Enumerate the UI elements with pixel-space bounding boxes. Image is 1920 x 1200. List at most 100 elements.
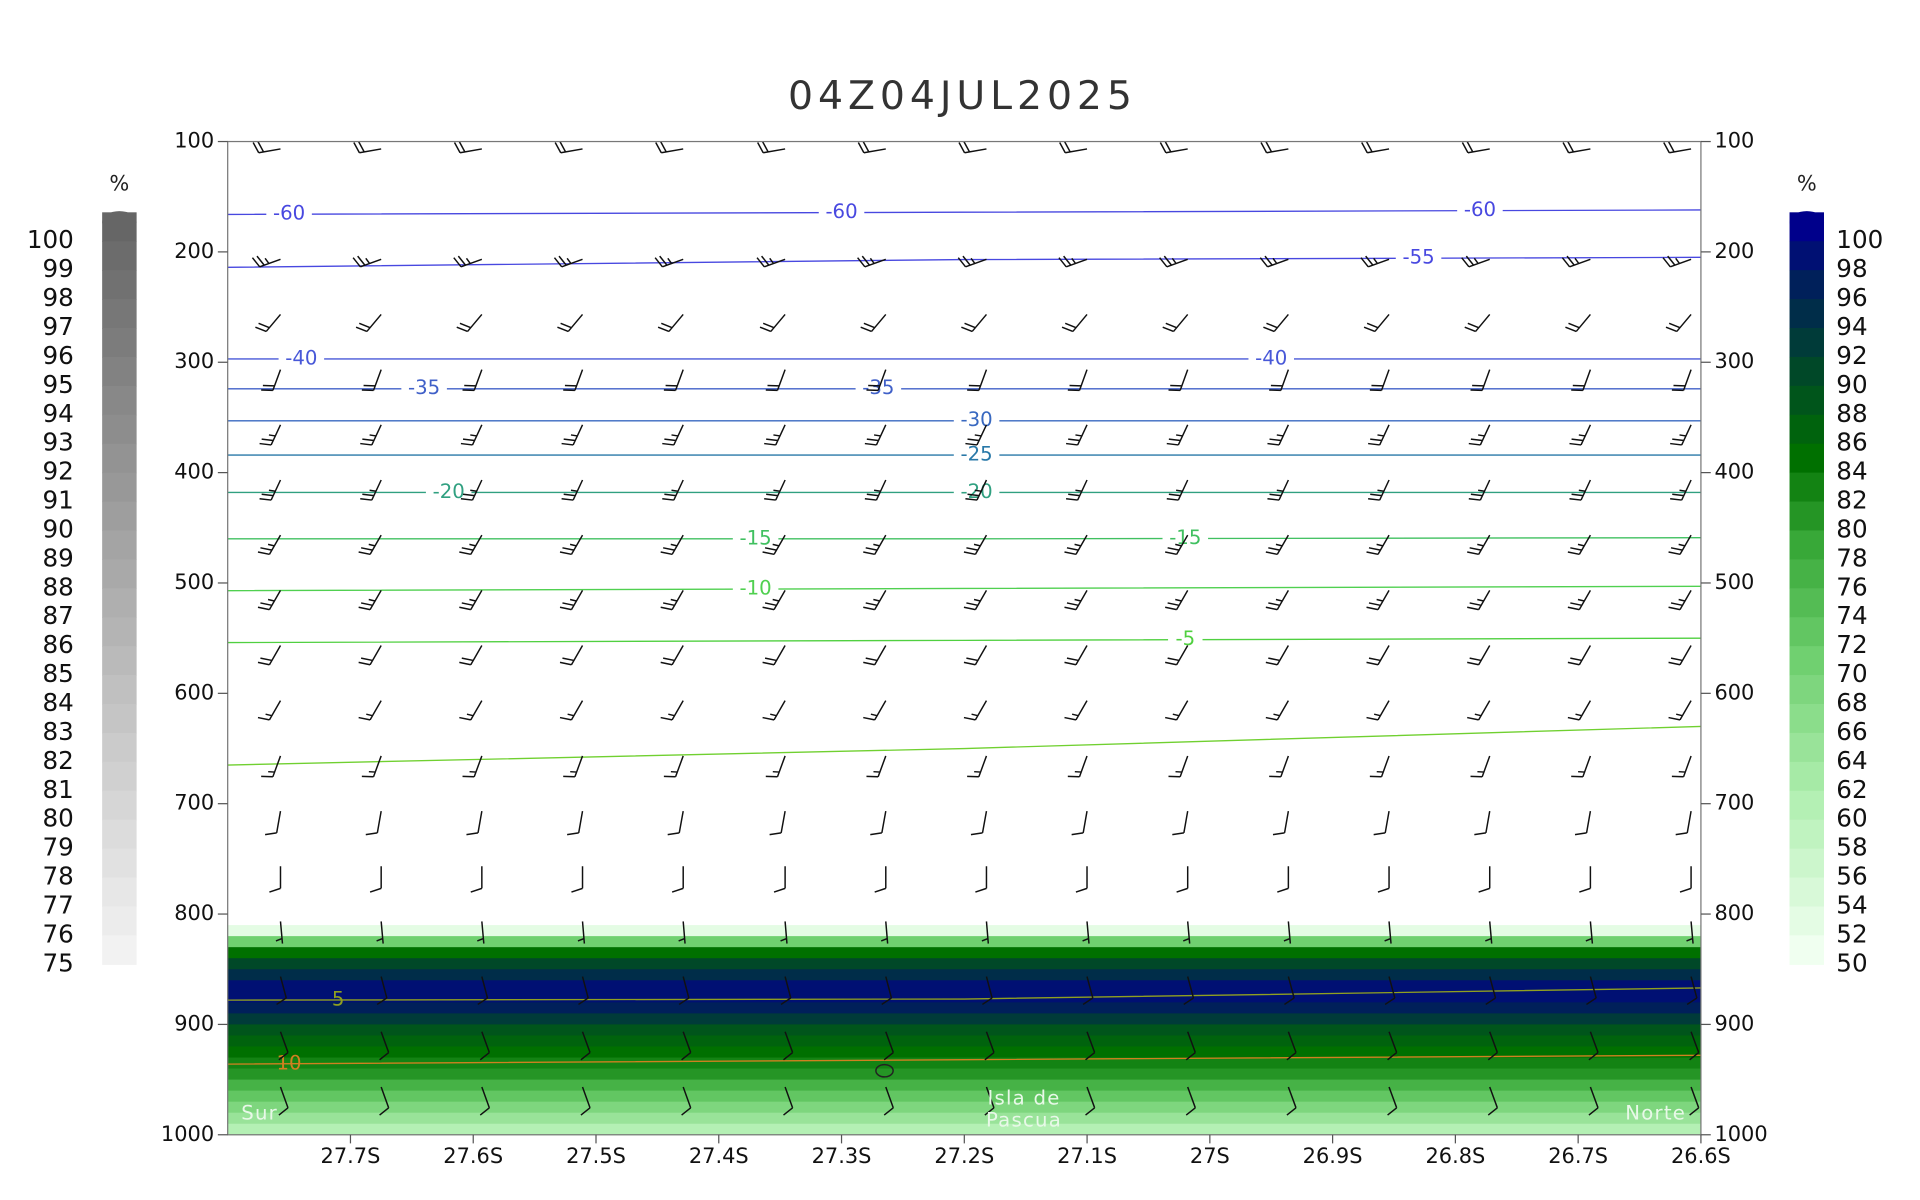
wind-barb [881, 976, 893, 1006]
colorbar-swatch [1789, 877, 1824, 908]
annotation: Sur [241, 1101, 278, 1124]
wind-barb [1369, 369, 1390, 392]
colorbar-swatch [1789, 906, 1824, 936]
x-tick-label: 26.6S [1671, 1144, 1731, 1168]
wind-barb [654, 255, 684, 268]
wind-barb [1165, 534, 1189, 556]
wind-barb [261, 369, 282, 392]
wind-barb [1487, 1031, 1499, 1061]
wind-barb [453, 255, 483, 268]
wind-barb [278, 1031, 289, 1061]
wind-barb [360, 479, 382, 501]
wind-barb [1387, 1086, 1398, 1116]
isotherm-label-bg [732, 579, 779, 599]
wind-barb [580, 1086, 591, 1116]
wind-barb [1064, 645, 1088, 666]
colorbar-label: 76 [43, 919, 74, 948]
wind-barb [379, 1086, 390, 1116]
wind-barb [773, 866, 786, 893]
wind-barb [1166, 424, 1189, 446]
humidity-band [227, 1013, 1701, 1026]
wind-barb [663, 755, 684, 778]
isotherm-label-bg [278, 349, 325, 369]
isotherm-label: -55 [1402, 246, 1434, 269]
wind-barb [462, 755, 483, 778]
wind-barb [1064, 700, 1088, 721]
wind-barb [1569, 479, 1592, 501]
y-tick-label: 300 [174, 349, 214, 373]
wind-barb [863, 534, 887, 556]
colorbar-swatch [102, 472, 137, 503]
humidity-band [227, 1123, 1701, 1136]
y-tick-label: 200 [174, 239, 214, 263]
isotherm-label: -60 [1464, 198, 1496, 221]
annotation: Pascua [986, 1109, 1062, 1132]
wind-barb [1467, 645, 1491, 666]
colorbar-swatch [102, 877, 137, 908]
x-tick-label: 26.7S [1548, 1144, 1608, 1168]
wind-barb [965, 424, 988, 446]
colorbar-swatch [1789, 299, 1824, 329]
wind-barb [863, 700, 887, 721]
wind-barb [1663, 141, 1692, 154]
wind-barb [1067, 755, 1088, 778]
wind-barb [563, 369, 584, 392]
colorbar-swatch [102, 443, 137, 474]
wind-barb [259, 479, 282, 501]
colorbar-swatch [102, 212, 137, 242]
isotherm [227, 209, 1701, 216]
y2-tick-label: 700 [1714, 791, 1754, 815]
colorbar-swatch [1789, 819, 1824, 850]
wind-barb [1082, 921, 1090, 944]
isotherm [227, 637, 1701, 644]
wind-barb [1166, 479, 1189, 501]
wind-barb [1185, 1086, 1197, 1116]
wind-barb [1260, 141, 1289, 154]
colorbar-label: 54 [1836, 890, 1867, 919]
wind-barb [662, 479, 684, 501]
colorbar-swatch [1789, 617, 1824, 647]
y2-tick-label: 1000 [1714, 1122, 1767, 1146]
colorbar-label: 74 [1836, 601, 1867, 630]
colorbar-swatch [1789, 761, 1824, 792]
wind-barb [963, 700, 988, 721]
colorbar-label: 58 [1836, 833, 1867, 862]
y2-tick-label: 900 [1714, 1011, 1754, 1035]
wind-barb [1366, 590, 1390, 611]
colorbar-label: 97 [43, 312, 74, 341]
wind-barb [1668, 534, 1692, 556]
isotherm-label: -40 [285, 346, 317, 369]
colorbar-label: 100 [27, 225, 74, 254]
wind-barb [657, 313, 684, 333]
colorbar-swatch [1789, 385, 1824, 416]
wind-barb [477, 921, 485, 944]
wind-barb [783, 1086, 794, 1116]
isotherm-label: -40 [1255, 346, 1287, 369]
wind-barb [1165, 590, 1189, 611]
wind-barb [857, 141, 886, 154]
wind-barb [1182, 921, 1191, 944]
colorbar-label: 98 [43, 283, 74, 312]
wind-barb [866, 369, 887, 392]
colorbar-swatch [102, 385, 137, 416]
colorbar-swatch [102, 617, 137, 647]
y-tick-label: 600 [174, 680, 214, 704]
wind-barb [1579, 866, 1592, 893]
colorbar-swatch [102, 530, 137, 560]
wind-barb [866, 755, 887, 778]
wind-barb [578, 976, 589, 1006]
colorbar-swatch [102, 761, 137, 792]
wind-barb [1265, 645, 1290, 666]
colorbar-swatch [1789, 270, 1824, 300]
wind-barb [967, 755, 988, 778]
x-tick-label: 26.8S [1425, 1144, 1485, 1168]
colorbar-swatch [1789, 588, 1824, 618]
wind-barb [379, 1031, 390, 1061]
wind-barb [252, 141, 281, 154]
wind-barb [1075, 866, 1088, 893]
isotherm-label: -20 [433, 480, 465, 503]
wind-barb [275, 921, 284, 944]
colorbar-swatch [102, 732, 137, 763]
colorbar-label: 88 [1836, 399, 1867, 428]
colorbar-swatch [102, 906, 137, 936]
